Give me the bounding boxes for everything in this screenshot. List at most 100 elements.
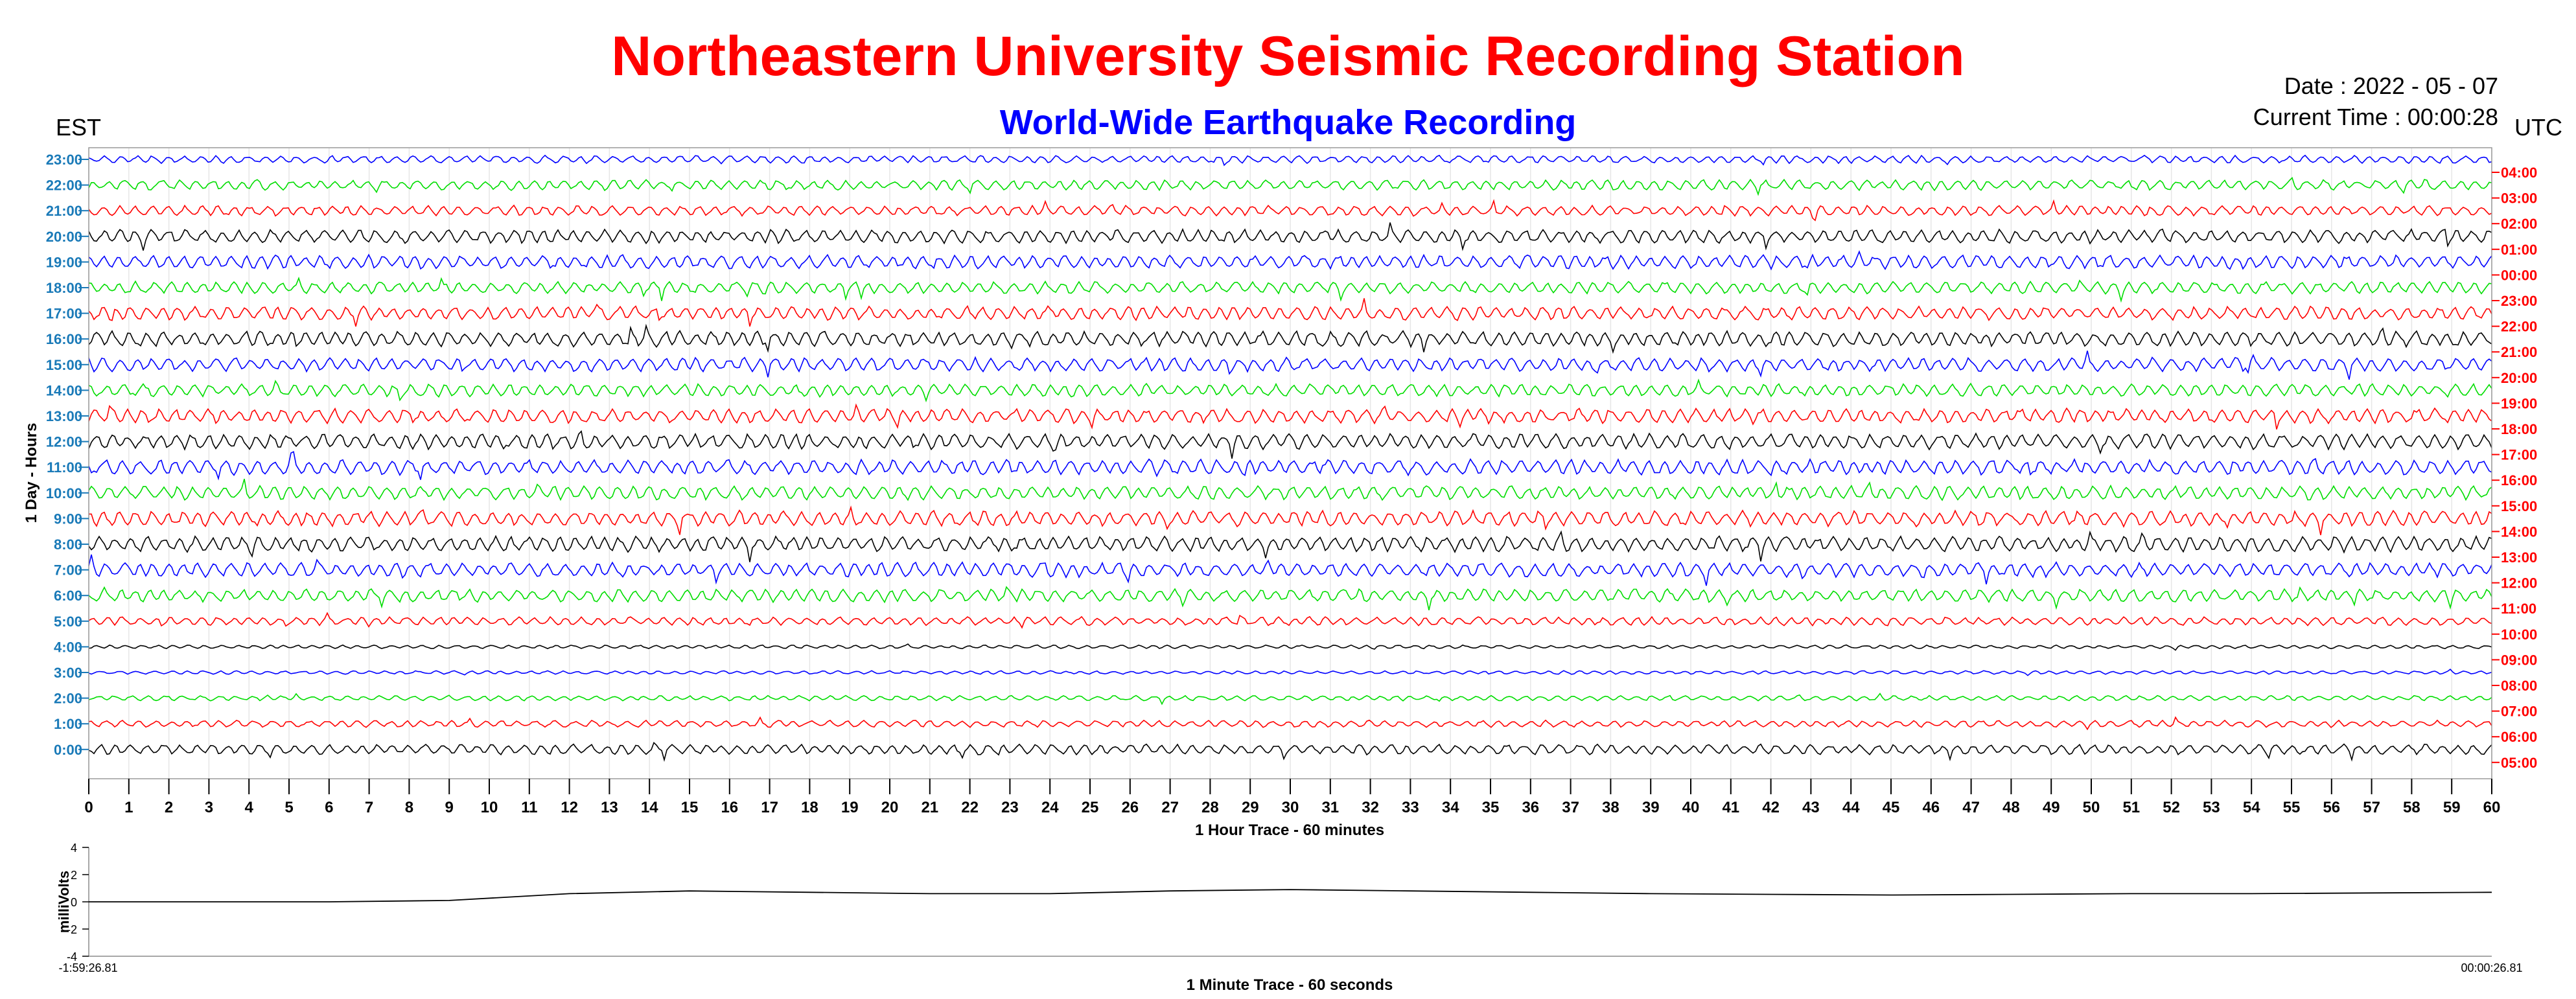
trace-line-hour-21:00 <box>88 199 2492 222</box>
trace-line-hour-13:00 <box>88 403 2492 430</box>
trace-line-hour-16:00 <box>88 323 2492 354</box>
minute-trace-end-label: 00:00:26.81 <box>2461 961 2522 974</box>
x-tick-label: 52 <box>2163 799 2180 816</box>
minute-trace-y-tick-label: -2 <box>67 923 77 936</box>
x-tick-label: 3 <box>205 799 213 816</box>
x-tick-label: 31 <box>1321 799 1339 816</box>
x-tick-label: 27 <box>1161 799 1179 816</box>
left-hour-label: 23:00 <box>46 152 82 168</box>
x-tick-label: 53 <box>2203 799 2220 816</box>
trace-line-hour-7:00 <box>88 554 2492 586</box>
trace-line-hour-22:00 <box>88 177 2492 196</box>
left-hour-label: 5:00 <box>54 614 82 630</box>
x-tick-label: 35 <box>1482 799 1500 816</box>
x-tick-label: 12 <box>561 799 578 816</box>
x-tick-label: 15 <box>681 799 699 816</box>
left-hour-label: 20:00 <box>46 229 82 245</box>
x-tick-label: 41 <box>1722 799 1739 816</box>
date-label: Date : 2022 - 05 - 07 <box>2284 73 2498 99</box>
x-tick-label: 57 <box>2363 799 2380 816</box>
trace-line-hour-6:00 <box>88 586 2492 610</box>
trace-line-hour-10:00 <box>88 478 2492 501</box>
x-tick-label: 9 <box>445 799 454 816</box>
right-hour-label: 04:00 <box>2501 165 2537 181</box>
page-title: Northeastern University Seismic Recordin… <box>611 25 1965 87</box>
left-hour-label: 10:00 <box>46 485 82 501</box>
left-timezone-label: EST <box>56 114 102 141</box>
helicorder-x-axis-label: 1 Hour Trace - 60 minutes <box>1195 821 1384 839</box>
right-hour-label: 02:00 <box>2501 216 2537 232</box>
trace-line-hour-5:00 <box>88 612 2492 629</box>
right-hour-label: 18:00 <box>2501 421 2537 437</box>
x-tick-label: 42 <box>1762 799 1780 816</box>
x-tick-label: 4 <box>245 799 254 816</box>
right-hour-label: 17:00 <box>2501 447 2537 463</box>
current-time-label: Current Time : 00:00:28 <box>2253 104 2498 130</box>
x-tick-label: 16 <box>721 799 738 816</box>
x-tick-label: 60 <box>2483 799 2501 816</box>
trace-line-hour-20:00 <box>88 222 2492 251</box>
trace-line-hour-11:00 <box>88 451 2492 481</box>
left-hour-label: 9:00 <box>54 511 82 527</box>
left-hour-label: 19:00 <box>46 254 82 270</box>
left-hour-label: 8:00 <box>54 536 82 553</box>
trace-line-hour-17:00 <box>88 298 2492 327</box>
minute-trace-y-tick-label: -4 <box>67 950 77 963</box>
left-hour-label: 2:00 <box>54 691 82 707</box>
right-hour-label: 12:00 <box>2501 575 2537 591</box>
x-tick-label: 45 <box>1883 799 1900 816</box>
minute-trace-line <box>89 889 2492 902</box>
right-hour-label: 03:00 <box>2501 190 2537 207</box>
x-tick-label: 20 <box>881 799 899 816</box>
left-hour-label: 6:00 <box>54 588 82 604</box>
right-hour-label: 23:00 <box>2501 293 2537 309</box>
x-tick-label: 18 <box>801 799 818 816</box>
left-hour-label: 0:00 <box>54 742 82 758</box>
trace-line-hour-2:00 <box>88 693 2492 706</box>
x-tick-label: 36 <box>1522 799 1539 816</box>
left-hour-label: 21:00 <box>46 203 82 219</box>
x-tick-label: 55 <box>2283 799 2301 816</box>
x-tick-label: 59 <box>2443 799 2461 816</box>
left-hour-label: 17:00 <box>46 306 82 322</box>
x-tick-label: 39 <box>1642 799 1660 816</box>
trace-line-hour-15:00 <box>88 350 2492 380</box>
right-hour-label: 11:00 <box>2501 601 2536 617</box>
x-tick-label: 19 <box>841 799 859 816</box>
x-tick-label: 7 <box>365 799 373 816</box>
left-hour-label: 15:00 <box>46 357 82 373</box>
right-timezone-label: UTC <box>2514 114 2562 141</box>
x-tick-label: 26 <box>1121 799 1139 816</box>
x-tick-label: 51 <box>2122 799 2140 816</box>
x-tick-label: 33 <box>1402 799 1419 816</box>
x-tick-label: 46 <box>1922 799 1940 816</box>
left-hour-label: 22:00 <box>46 178 82 194</box>
x-tick-label: 56 <box>2323 799 2340 816</box>
x-tick-label: 43 <box>1802 799 1820 816</box>
x-tick-label: 13 <box>601 799 618 816</box>
trace-line-hour-9:00 <box>89 505 2492 536</box>
minute-trace-start-label: -1:59:26.81 <box>58 961 117 974</box>
trace-line-hour-23:00 <box>88 154 2492 166</box>
x-tick-label: 21 <box>921 799 938 816</box>
right-hour-label: 14:00 <box>2501 523 2537 540</box>
x-tick-label: 25 <box>1082 799 1099 816</box>
x-tick-label: 30 <box>1282 799 1299 816</box>
right-hour-label: 20:00 <box>2501 370 2537 386</box>
x-tick-label: 37 <box>1562 799 1579 816</box>
x-tick-label: 24 <box>1041 799 1059 816</box>
left-hour-label: 18:00 <box>46 280 82 296</box>
right-hour-label: 10:00 <box>2501 626 2537 643</box>
right-hour-label: 13:00 <box>2501 549 2537 566</box>
x-tick-label: 17 <box>761 799 778 816</box>
x-tick-label: 1 <box>124 799 133 816</box>
right-hour-label: 06:00 <box>2501 729 2537 745</box>
trace-line-hour-8:00 <box>88 530 2492 562</box>
x-tick-label: 5 <box>284 799 293 816</box>
right-hour-label: 05:00 <box>2501 755 2537 771</box>
x-tick-label: 29 <box>1242 799 1259 816</box>
x-tick-label: 32 <box>1362 799 1379 816</box>
right-hour-label: 19:00 <box>2501 395 2537 411</box>
right-hour-label: 16:00 <box>2501 472 2537 488</box>
trace-line-hour-1:00 <box>88 716 2492 731</box>
